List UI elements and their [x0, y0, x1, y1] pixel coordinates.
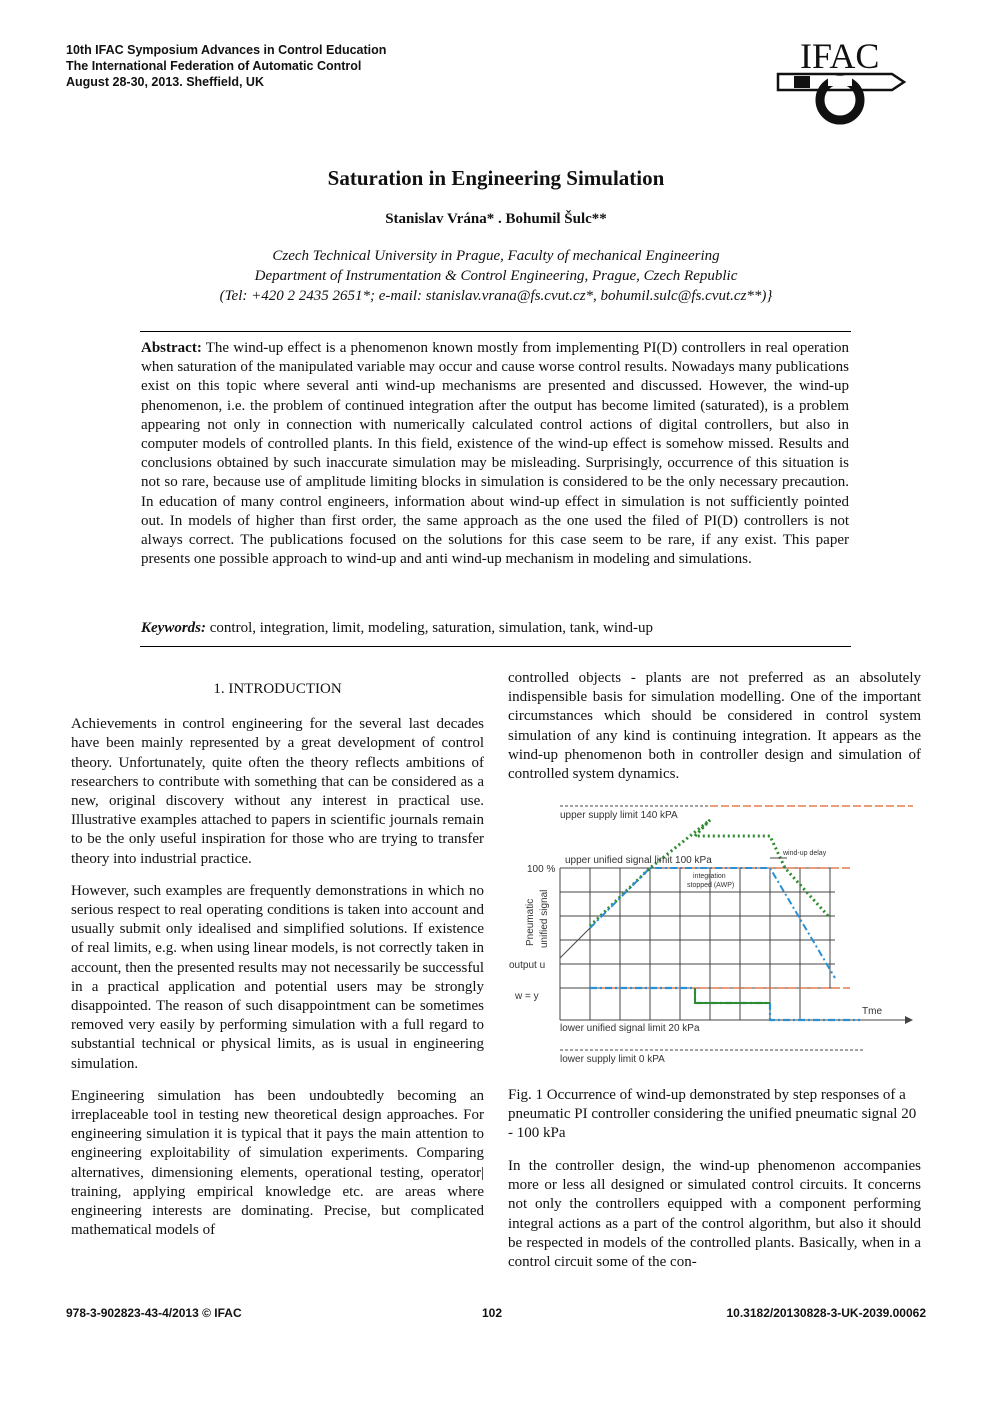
step-input-green: [694, 988, 770, 1004]
right-column-bottom: In the controller design, the wind-up ph…: [508, 1157, 921, 1285]
integration-label-1: integration: [693, 873, 726, 880]
paper-authors: Stanislav Vrána* . Bohumil Šulc**: [385, 211, 607, 227]
figure-windup-diagram: upper supply limit 140 kPA wind-up delay: [509, 805, 913, 1065]
header-line-2: The International Federation of Automati…: [66, 59, 362, 73]
windup-delay-label: wind-up delay: [782, 850, 827, 857]
affiliation-line-3: (Tel: +420 2 2435 2651*; e-mail: stanisl…: [219, 288, 773, 304]
ifac-logo: IFAC: [776, 36, 907, 125]
paragraph: Engineering simulation has been undoubte…: [71, 1087, 484, 1239]
time-axis-arrow: [905, 1016, 913, 1024]
ylabel-line-1: Pneumatic: [525, 899, 536, 946]
keywords-label: Keywords:: [141, 620, 206, 636]
windup-response-rise: [693, 818, 712, 838]
left-column: 1. INTRODUCTION Achievements in control …: [71, 680, 484, 1253]
conference-header: 10th IFAC Symposium Advances in Control …: [66, 42, 386, 90]
step-input-line: [590, 986, 860, 1022]
paper-title: Saturation in Engineering Simulation: [327, 166, 665, 190]
input-ramp: [559, 927, 591, 959]
integration-label-2: stopped (AWP): [687, 882, 734, 889]
keywords-text: control, integration, limit, modeling, s…: [206, 620, 654, 636]
header-line-3: August 28-30, 2013. Sheffield, UK: [66, 75, 264, 89]
time-label: Tme: [862, 1006, 882, 1017]
affiliation-line-2: Department of Instrumentation & Control …: [254, 268, 738, 284]
keywords: Keywords: control, integration, limit, m…: [141, 620, 849, 637]
paragraph: controlled objects - plants are not pref…: [508, 670, 921, 783]
figure-caption: Fig. 1 Occurrence of wind-up demonstrate…: [508, 1087, 917, 1142]
paragraph: In the controller design, the wind-up ph…: [508, 1158, 921, 1271]
lower-supply-label: lower supply limit 0 kPA: [560, 1054, 665, 1065]
abstract-bottom-rule: [140, 646, 851, 647]
footer-isbn: 978-3-902823-43-4/2013 © IFAC: [66, 1306, 242, 1320]
abstract-label: Abstract:: [141, 340, 202, 356]
hundred-pct-label: 100 %: [527, 864, 555, 875]
affiliation-line-1: Czech Technical University in Prague, Fa…: [272, 248, 720, 264]
ylabel-line-2: unified signal: [539, 890, 550, 948]
abstract-top-rule: [140, 331, 851, 332]
header-line-1: 10th IFAC Symposium Advances in Control …: [66, 43, 387, 57]
paragraph: Achievements in control engineering for …: [71, 716, 484, 867]
abstract: Abstract: The wind-up effect is a phenom…: [141, 339, 849, 569]
output-u-label: output u: [509, 960, 545, 971]
affiliation: Czech Technical University in Prague, Fa…: [0, 246, 992, 306]
paragraph: However, such examples are frequently de…: [71, 882, 484, 1072]
ifac-logo-text: IFAC: [800, 36, 879, 76]
section-heading: 1. INTRODUCTION: [213, 681, 342, 697]
w-eq-y-label: w = y: [514, 991, 539, 1002]
grid: [559, 867, 835, 1020]
footer-page-number: 102: [482, 1306, 503, 1320]
upper-unified-label: upper unified signal limit 100 kPa: [565, 855, 712, 866]
right-column-top: controlled objects - plants are not pref…: [508, 669, 921, 797]
footer-doi: 10.3182/20130828-3-UK-2039.00062: [726, 1306, 927, 1320]
lower-unified-label: lower unified signal limit 20 kPa: [560, 1023, 700, 1034]
abstract-text: The wind-up effect is a phenomenon known…: [141, 340, 849, 568]
upper-supply-label: upper supply limit 140 kPA: [560, 810, 678, 821]
